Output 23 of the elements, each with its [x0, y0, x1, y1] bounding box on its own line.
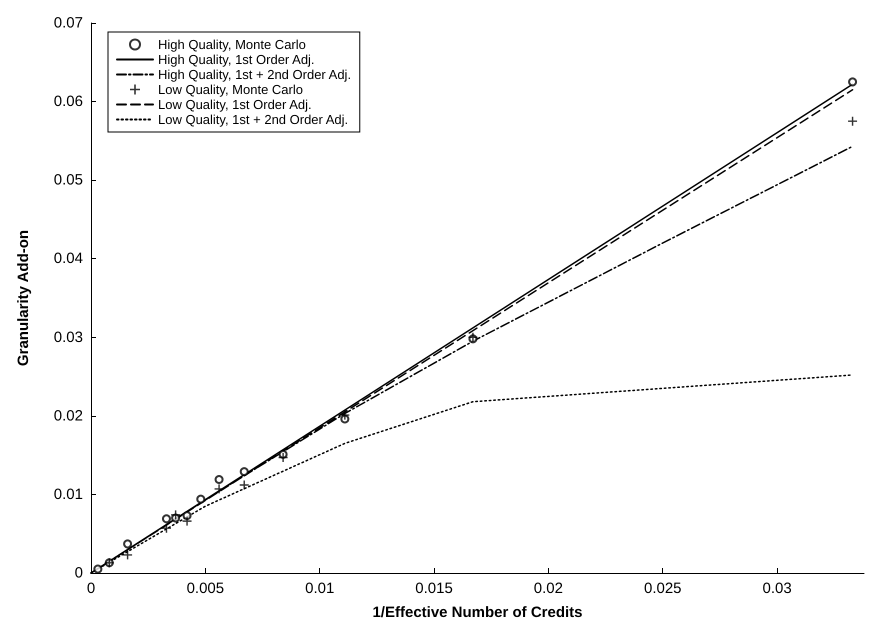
y-tick-label: 0.02 — [54, 407, 83, 424]
y-tick-label: 0 — [74, 564, 83, 582]
x-tick-label: 0.03 — [762, 580, 792, 597]
legend-label: High Quality, Monte Carlo — [158, 37, 306, 52]
y-tick-label: 0.01 — [54, 486, 83, 503]
x-axis-title: 1/Effective Number of Credits — [372, 604, 583, 621]
y-tick-label: 0.03 — [54, 328, 83, 346]
legend-label: Low Quality, Monte Carlo — [158, 82, 303, 97]
legend-label: Low Quality, 1st + 2nd Order Adj. — [158, 112, 348, 127]
x-tick-label: 0.015 — [415, 580, 453, 597]
x-tick-label: 0 — [86, 580, 96, 597]
y-tick-label: 0.04 — [54, 250, 83, 268]
x-tick-label: 0.025 — [644, 580, 682, 597]
x-tick-label: 0.02 — [534, 580, 563, 597]
legend-label: High Quality, 1st + 2nd Order Adj. — [158, 67, 352, 82]
legend-label: High Quality, 1st Order Adj. — [158, 52, 315, 67]
y-axis-title: Granularity Add-on — [15, 230, 32, 366]
y-tick-label: 0.07 — [54, 14, 83, 32]
legend-label: Low Quality, 1st Order Adj. — [158, 97, 312, 112]
x-tick-label: 0.01 — [305, 580, 334, 597]
y-tick-label: 0.05 — [54, 172, 83, 189]
x-tick-label: 0.005 — [186, 580, 224, 597]
y-tick-label: 0.06 — [54, 93, 83, 110]
